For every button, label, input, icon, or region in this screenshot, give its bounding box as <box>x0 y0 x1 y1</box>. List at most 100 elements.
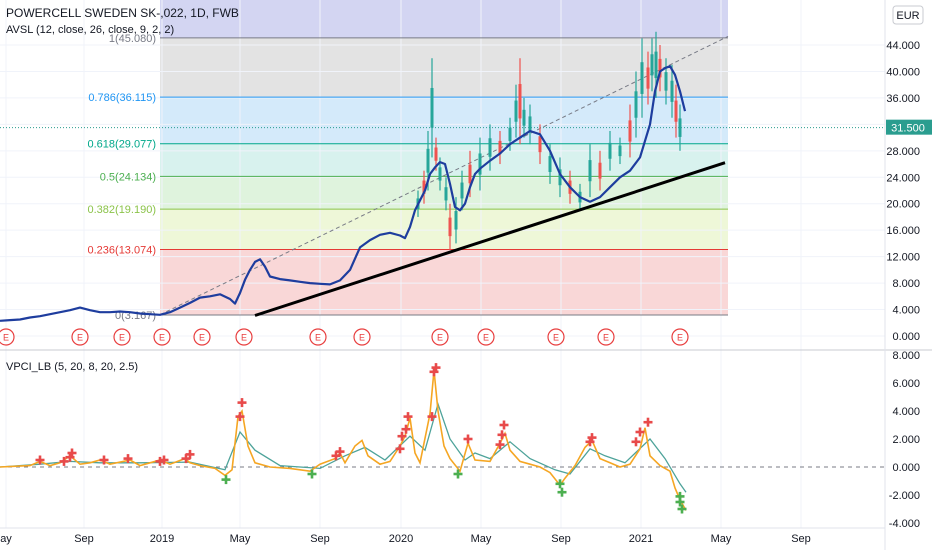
candle-body <box>488 138 492 157</box>
candle-body <box>664 72 668 91</box>
trend-line[interactable] <box>254 161 726 317</box>
earnings-marker[interactable] <box>309 328 327 346</box>
signal-up-marker-bar <box>99 458 109 462</box>
earnings-marker[interactable] <box>235 328 253 346</box>
candle-body <box>548 156 552 172</box>
price-tick-label: 28.000 <box>886 146 920 158</box>
signal-up-marker-bar <box>123 457 133 460</box>
earnings-marker[interactable] <box>671 328 689 346</box>
last-price-tag: 31.500 <box>886 119 932 135</box>
fib-diagonal <box>159 35 729 316</box>
currency-label: EUR <box>896 10 919 22</box>
price-tick-label: 40.000 <box>886 66 920 78</box>
earnings-marker[interactable] <box>193 328 211 346</box>
candle-body <box>434 147 438 161</box>
signal-up-marker-bar <box>401 427 411 431</box>
signal-up-marker-bar <box>587 436 597 439</box>
signal-up-marker-bar <box>463 437 473 441</box>
earnings-marker[interactable] <box>113 328 131 346</box>
earnings-marker[interactable] <box>431 328 449 346</box>
fib-band-0.382 <box>160 209 728 250</box>
earnings-marker[interactable] <box>477 328 495 346</box>
vpci-panel <box>0 370 885 511</box>
earnings-marker[interactable] <box>597 328 615 346</box>
candle-body <box>444 187 448 201</box>
vpci-tick-label: 0.000 <box>892 462 920 474</box>
avsl-line <box>0 65 687 322</box>
time-tick-label: May <box>471 533 492 545</box>
fib-band-0.618 <box>160 143 728 177</box>
candle-body <box>670 80 674 102</box>
price-tick-label: 24.000 <box>886 172 920 184</box>
candle-body <box>558 169 562 186</box>
trend-line-segment[interactable] <box>254 161 726 317</box>
fib-band-0.786 <box>160 97 728 144</box>
fib-label-0.786: 0.786(36.115) <box>88 92 156 104</box>
candle-body <box>674 100 678 122</box>
candle-body <box>518 84 522 119</box>
signal-down-marker-bar <box>675 495 685 498</box>
earnings-letter: E <box>3 333 9 343</box>
fib-label-1: 1(45.080) <box>109 33 156 45</box>
earnings-marker[interactable] <box>153 328 171 346</box>
candle-body <box>634 91 638 118</box>
candle-body <box>628 120 632 142</box>
signal-down-marker-bar <box>307 472 317 476</box>
candle-body <box>658 58 662 78</box>
signal-up-marker-bar <box>495 443 505 446</box>
candle-body <box>454 211 458 230</box>
earnings-letter: E <box>199 333 205 343</box>
signal-up-marker-bar <box>395 447 405 451</box>
earnings-letter: E <box>483 333 489 343</box>
time-tick-label: Sep <box>74 533 94 545</box>
signal-up-marker-bar <box>397 434 407 438</box>
signal-up-marker-bar <box>403 415 413 418</box>
fib-label-0.618: 0.618(29.077) <box>88 139 157 151</box>
vpci-tick-label: 6.000 <box>892 378 920 390</box>
price-tick-label: 44.000 <box>886 40 920 52</box>
earnings-marker[interactable] <box>547 328 565 346</box>
earnings-letter: E <box>119 333 125 343</box>
signal-down-marker-bar <box>221 478 231 481</box>
time-tick-label: May <box>711 533 732 545</box>
earnings-letter: E <box>603 333 609 343</box>
signal-up-marker-bar <box>35 458 45 462</box>
signal-up-marker-bar <box>331 454 341 458</box>
signal-up-marker-bar <box>635 430 645 434</box>
signal-up-marker-bar <box>155 460 165 463</box>
signal-down-marker-bar <box>677 507 687 511</box>
earnings-letter: E <box>77 333 83 343</box>
candle-body <box>498 140 502 155</box>
signal-up-marker-bar <box>427 415 437 418</box>
price-tick-label: 12.000 <box>886 252 920 264</box>
time-tick-label: ay <box>0 533 12 545</box>
vpci-slow-series <box>0 401 687 493</box>
earnings-marker[interactable] <box>0 328 15 346</box>
signal-down-marker-bar <box>557 490 567 494</box>
avsl-indicator-label[interactable]: AVSL (12, close, 26, close, 9, 2, 2) <box>6 24 174 36</box>
candle-body <box>508 127 512 141</box>
candle-body <box>650 54 654 76</box>
vpci-indicator-label[interactable]: VPCI_LB (5, 20, 8, 20, 2.5) <box>6 361 138 373</box>
earnings-marker[interactable] <box>71 328 89 346</box>
candle-body <box>468 164 472 184</box>
signal-up-marker-bar <box>67 451 77 455</box>
signal-up-marker-bar <box>429 370 439 374</box>
fib-band-1 <box>160 37 728 98</box>
price-tick-label: 20.000 <box>886 199 920 211</box>
signal-up-marker-bar <box>185 453 195 456</box>
time-tick-label: Sep <box>310 533 330 545</box>
signal-up-marker-bar <box>235 415 245 418</box>
currency-button[interactable]: EUR <box>892 5 924 25</box>
candle-body <box>460 182 464 199</box>
vpci-signals <box>35 363 687 514</box>
vpci-tick-label: 8.000 <box>892 350 920 362</box>
candle-body <box>514 100 518 122</box>
earnings-letter: E <box>159 333 165 343</box>
signal-up-marker-bar <box>237 401 247 404</box>
earnings-letter: E <box>553 333 559 343</box>
candle-body <box>528 116 532 133</box>
signal-up-marker-bar <box>65 455 75 459</box>
earnings-marker[interactable] <box>353 328 371 346</box>
candle-body <box>538 136 542 153</box>
